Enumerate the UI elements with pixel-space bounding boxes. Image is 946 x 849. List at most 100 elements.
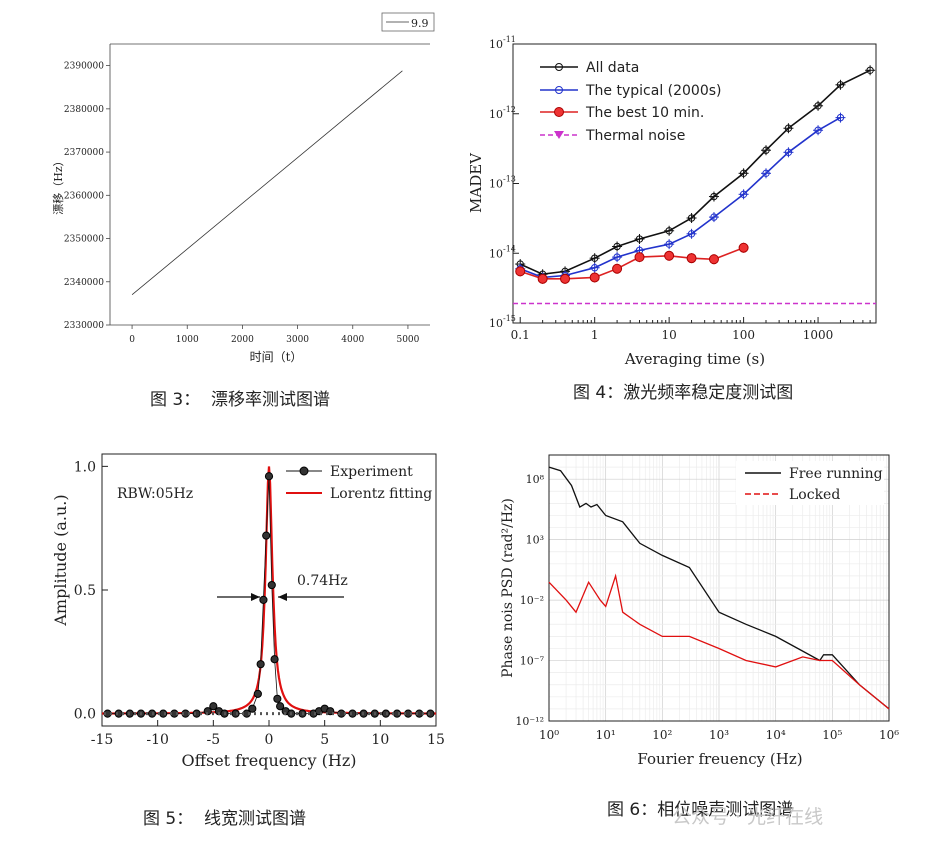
madev-best-marker: [515, 266, 526, 277]
phase-x-tick-label: 10¹: [596, 728, 616, 742]
drift-x-label: 时间（t）: [250, 350, 303, 364]
linewidth-experiment-marker: [248, 704, 257, 713]
drift-y-tick-label: 2370000: [64, 148, 104, 158]
madev-legend-label: All data: [586, 60, 639, 76]
madev-best-marker: [664, 250, 675, 261]
drift-y-tick-label: 2330000: [64, 321, 104, 331]
linewidth-rbw-annotation: RBW:05Hz: [117, 486, 193, 502]
madev-y-tick-exp: -14: [503, 244, 516, 253]
caption-fig4: 图 4：激光频率稳定度测试图: [573, 383, 794, 403]
linewidth-legend-marker-exp: [299, 466, 309, 476]
linewidth-experiment-marker: [264, 472, 274, 481]
madev-y-tick-exp: -11: [503, 35, 516, 44]
linewidth-experiment-marker: [209, 702, 218, 711]
linewidth-y-tick-label: 0.5: [74, 583, 96, 599]
drift-x-tick-label: 3000: [286, 335, 309, 345]
linewidth-experiment-marker: [276, 702, 285, 711]
madev-x-tick-label: 10: [661, 328, 676, 342]
watermark-text: 公众号 · 光纤在线: [672, 806, 824, 828]
drift-y-tick-label: 2390000: [64, 62, 104, 72]
linewidth-y-label: Amplitude (a.u.): [51, 494, 70, 626]
madev-best-marker: [708, 254, 719, 265]
linewidth-arrow-left-head: [251, 593, 260, 601]
linewidth-experiment-marker: [262, 531, 271, 540]
madev-legend-marker: [554, 107, 564, 117]
madev-series-line-1: [519, 116, 841, 279]
phase-x-label: Fourier freuency (Hz): [637, 750, 802, 768]
linewidth-x-tick-label: -15: [91, 732, 114, 748]
phase-x-tick-label: 10⁴: [766, 728, 786, 742]
madev-best-marker: [560, 273, 571, 284]
phase-y-tick-label: 10⁸: [526, 473, 545, 486]
madev-y-tick-label: 10-11: [489, 35, 516, 51]
phase-frame: [548, 454, 890, 722]
madev-x-tick-label: 1000: [803, 328, 834, 342]
madev-legend-label: The best 10 min.: [585, 105, 704, 121]
madev-x-tick-label: 1: [591, 328, 599, 342]
phase-locked-line: [548, 573, 890, 710]
linewidth-x-tick-label: 0: [265, 732, 274, 748]
drift-y-tick-label: 2340000: [64, 278, 104, 288]
drift-legend-label: 9.9: [411, 17, 429, 30]
phase-y-label: Phase nois PSD (rad²/Hz): [500, 498, 516, 678]
madev-legend-label: Thermal noise: [585, 128, 685, 144]
linewidth-y-tick-label: 1.0: [74, 459, 96, 475]
drift-x-tick-label: 5000: [396, 335, 419, 345]
madev-legend-marker: [555, 63, 563, 71]
linewidth-experiment-marker: [270, 655, 279, 664]
linewidth-legend-label-fit: Lorentz fitting: [330, 486, 432, 502]
madev-y-tick-exp: -15: [503, 314, 516, 323]
madev-best-marker: [612, 263, 623, 274]
phase-legend-bg: [736, 461, 884, 505]
phase-x-tick-label: 10⁶: [879, 728, 899, 742]
drift-y-label: 漂移（Hz）: [52, 155, 65, 214]
phase-free-running-line: [548, 466, 890, 710]
linewidth-experiment-marker: [253, 689, 262, 698]
madev-legend-marker: [554, 131, 564, 139]
madev-legend-label: The typical (2000s): [585, 83, 722, 99]
madev-y-tick-label: 10-12: [489, 105, 516, 121]
phase-legend-label-locked: Locked: [789, 487, 840, 503]
phase-y-tick-label: 10³: [526, 534, 544, 547]
caption-fig6: 图 6：相位噪声测试图谱: [607, 800, 794, 820]
phase-legend-label-free: Free running: [789, 466, 883, 482]
drift-y-tick-label: 2350000: [64, 235, 104, 245]
drift-x-tick-label: 2000: [231, 335, 254, 345]
linewidth-arrow-right-head: [278, 593, 287, 601]
drift-x-tick-label: 0: [129, 335, 135, 345]
linewidth-fwhm-annotation: 0.74Hz: [297, 573, 348, 589]
madev-best-marker: [686, 253, 697, 264]
phase-y-tick-label: 10⁻²: [520, 594, 544, 607]
linewidth-x-tick-label: 5: [320, 732, 329, 748]
drift-x-tick-label: 1000: [176, 335, 199, 345]
madev-y-tick-label: 10-14: [489, 244, 516, 260]
madev-best-marker: [589, 272, 600, 283]
caption-fig5: 图 5： 线宽测试图谱: [143, 809, 307, 829]
madev-best-marker: [537, 273, 548, 284]
phase-y-tick-label: 10⁻¹²: [515, 715, 544, 728]
linewidth-x-tick-label: -10: [146, 732, 169, 748]
linewidth-legend-label-exp: Experiment: [330, 464, 413, 480]
drift-series-line: [131, 70, 403, 296]
madev-x-label: Averaging time (s): [624, 350, 765, 368]
linewidth-experiment-marker: [231, 709, 240, 718]
drift-x-tick-label: 4000: [341, 335, 364, 345]
madev-x-tick-label: 0.1: [511, 328, 530, 342]
madev-best-marker: [634, 252, 645, 263]
linewidth-experiment-marker: [348, 709, 357, 718]
linewidth-lorentz-curve: [102, 466, 436, 715]
madev-y-label: MADEV: [467, 152, 485, 213]
phase-x-tick-label: 10⁵: [822, 728, 842, 742]
madev-y-tick-exp: -12: [503, 105, 516, 114]
linewidth-y-tick-label: 0.0: [74, 707, 96, 723]
drift-y-tick-label: 2360000: [64, 191, 104, 201]
linewidth-x-tick-label: 10: [371, 732, 389, 748]
phase-y-tick-label: 10⁻⁷: [520, 655, 545, 668]
linewidth-experiment-marker: [273, 694, 282, 703]
linewidth-x-tick-label: -5: [207, 732, 221, 748]
linewidth-experiment-marker: [259, 595, 268, 604]
phase-x-tick-label: 10³: [709, 728, 729, 742]
linewidth-experiment-marker: [426, 709, 435, 718]
linewidth-experiment-line: [107, 476, 431, 714]
